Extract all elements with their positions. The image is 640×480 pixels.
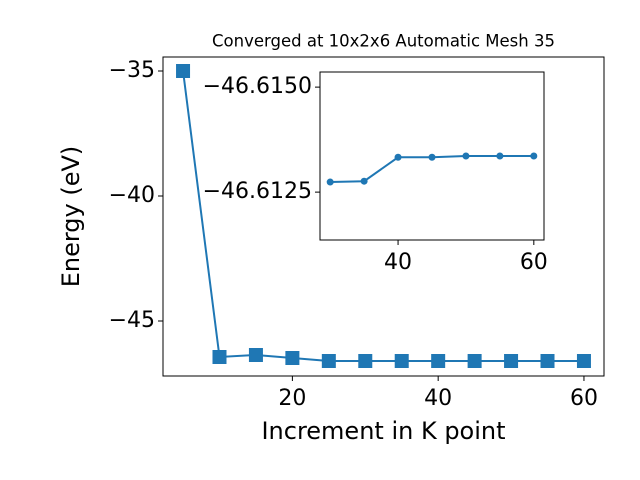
marker: [540, 354, 555, 368]
y-tick-label: −45: [109, 308, 155, 333]
marker: [394, 153, 402, 161]
marker: [321, 354, 336, 368]
x-axis-label: Increment in K point: [261, 417, 505, 445]
x-tick-label: 40: [424, 386, 452, 411]
marker: [504, 354, 519, 368]
marker: [530, 152, 538, 160]
x-tick-label: 20: [278, 386, 306, 411]
marker: [467, 354, 482, 368]
y-tick-label: −46.6150: [203, 74, 312, 99]
axes-frame: [162, 56, 605, 377]
chart-title: Converged at 10x2x6 Automatic Mesh 35: [212, 32, 555, 51]
marker: [176, 64, 191, 78]
x-tick-label: 60: [520, 250, 548, 275]
y-tick-label: −35: [109, 58, 155, 83]
y-tick-label: −46.6125: [203, 179, 312, 204]
y-tick-label: −40: [109, 183, 155, 208]
marker: [326, 178, 334, 186]
axes-frame: [319, 71, 545, 241]
marker: [496, 152, 504, 160]
marker: [358, 354, 373, 368]
marker: [360, 177, 368, 185]
y-axis-label: Energy (eV): [57, 146, 85, 288]
x-tick-label: 40: [384, 250, 412, 275]
marker: [394, 354, 409, 368]
marker: [248, 348, 263, 362]
x-tick-label: 60: [570, 386, 598, 411]
marker: [212, 350, 227, 364]
marker: [462, 152, 470, 160]
marker: [576, 354, 591, 368]
marker: [428, 153, 436, 161]
marker: [431, 354, 446, 368]
marker: [285, 351, 300, 365]
